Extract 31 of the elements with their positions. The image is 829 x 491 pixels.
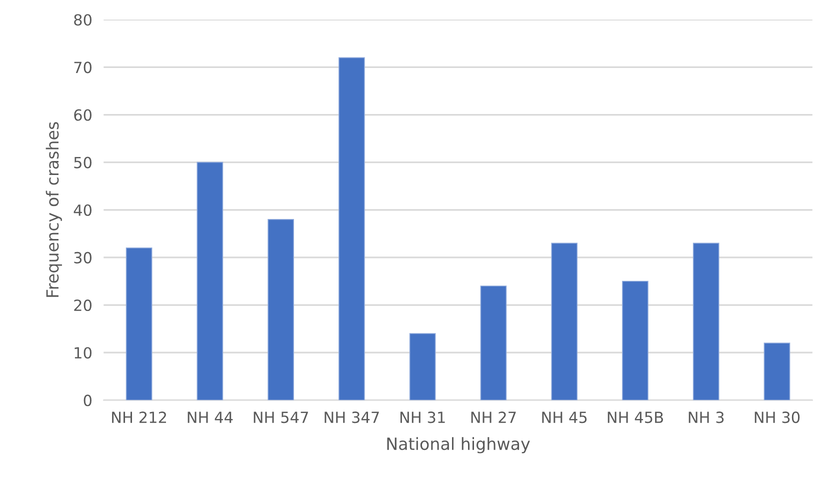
bar (196, 162, 224, 400)
bar (409, 333, 436, 400)
bar (480, 286, 507, 400)
x-tick-label: NH 212 (112, 412, 166, 423)
y-tick-label: 10 (74, 347, 92, 359)
bar (126, 248, 152, 400)
x-tick-label: NH 347 (324, 412, 379, 424)
x-tick-label: NH 44 (188, 412, 233, 423)
x-axis-title: National highway (387, 437, 530, 454)
y-tick-label: 80 (74, 14, 92, 26)
bar (692, 242, 720, 400)
x-tick-label: NH 30 (754, 412, 800, 424)
x-tick-label: NH 31 (400, 412, 445, 424)
y-tick-label: 70 (74, 62, 92, 74)
bar (764, 342, 790, 400)
bar (268, 218, 294, 400)
x-tick-label: NH 547 (254, 412, 308, 424)
y-tick-label: 20 (74, 300, 92, 312)
x-tick-label: NH 45 (542, 412, 587, 424)
y-tick-label: 0 (84, 394, 92, 406)
y-axis-title: Frequency of crashes (46, 122, 62, 297)
y-tick-label: 50 (74, 156, 92, 168)
y-tick-label: 40 (74, 204, 92, 216)
bar (622, 280, 648, 400)
bar (551, 242, 578, 400)
x-tick-label: NH 3 (688, 412, 724, 424)
x-tick-label: NH 45B (608, 412, 663, 424)
y-tick-label: 30 (74, 252, 92, 264)
y-tick-label: 60 (74, 109, 92, 121)
bar (338, 57, 365, 400)
x-tick-label: NH 27 (471, 412, 516, 423)
